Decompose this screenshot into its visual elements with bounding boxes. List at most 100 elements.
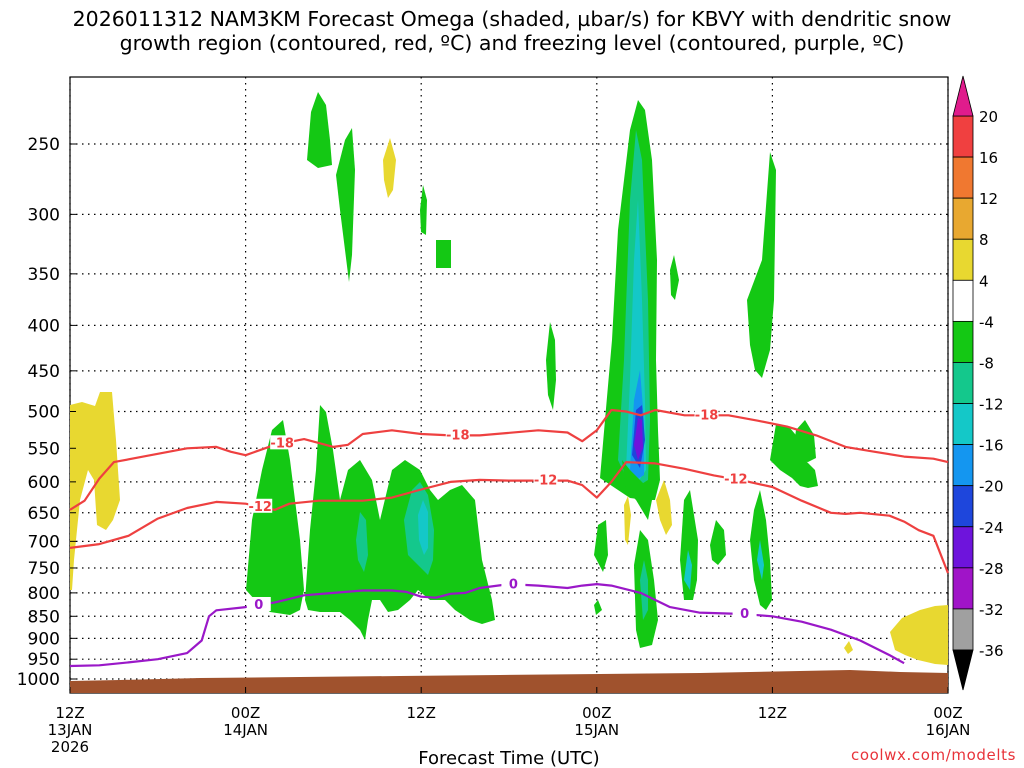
y-tick-label: 400	[28, 316, 60, 336]
y-tick-label: 350	[28, 265, 60, 285]
y-tick-label: 750	[28, 559, 60, 579]
omega-region-yellow	[844, 641, 853, 654]
contour-label-bg	[270, 435, 295, 450]
omega-region-teal	[640, 560, 648, 620]
omega-region-green	[622, 460, 652, 520]
colorbar-bottom-arrow	[952, 649, 974, 691]
omega-region-green	[670, 255, 679, 300]
colorbar-label: -16	[979, 437, 1004, 455]
y-tick-label: 900	[28, 629, 60, 649]
colorbar-label: -28	[979, 560, 1004, 578]
colorbar-label: 12	[979, 190, 998, 208]
contour-label: -12	[248, 500, 272, 515]
colorbar-label: 8	[979, 231, 989, 249]
colorbar-band	[952, 320, 974, 363]
omega-region-green	[436, 240, 451, 268]
x-tick-label: 00Z	[933, 704, 962, 722]
y-tick-label: 600	[28, 473, 60, 493]
colorbar-band	[952, 444, 974, 487]
contour-label-bg	[533, 472, 558, 487]
omega-region-green	[336, 128, 355, 282]
contour-label: 0	[509, 577, 518, 592]
colorbar-band	[952, 279, 974, 322]
chart-title-line2: growth region (contoured, red, ºC) and f…	[119, 31, 905, 55]
y-tick-label: 850	[28, 607, 60, 627]
omega-region-green	[594, 520, 608, 572]
contours: -18 -18 -18 -12 -12 -12 0 0 0	[69, 407, 950, 668]
contour-label-bg	[248, 498, 273, 513]
x-tick-label: 00Z	[582, 704, 611, 722]
colorbar-band	[952, 567, 974, 610]
plot-frame	[69, 76, 949, 694]
colorbar-label: 4	[979, 272, 989, 290]
x-tick-label: 2026	[51, 738, 89, 756]
y-tick-label: 250	[28, 135, 60, 155]
omega-region-green	[594, 600, 602, 615]
y-tick-label: 1000	[17, 670, 60, 690]
terrain	[70, 670, 948, 693]
y-tick-label: 650	[28, 504, 60, 524]
colorbar-label: -4	[979, 313, 994, 331]
colorbar-band	[952, 238, 974, 281]
contour-label-bg	[723, 471, 748, 486]
y-tick-label: 550	[28, 439, 60, 459]
omega-region-yellow	[624, 496, 631, 545]
colorbar-label: -20	[979, 478, 1004, 496]
omega-region-green	[307, 92, 332, 168]
colorbar-label: 20	[979, 108, 998, 126]
colorbar-band	[952, 526, 974, 569]
colorbar-band	[952, 115, 974, 158]
omega-region-yellow	[383, 138, 396, 198]
contour-label-bg	[246, 596, 271, 611]
omega-region-cyan	[684, 550, 692, 590]
colorbar-band	[952, 608, 974, 651]
colorbar-band	[952, 197, 974, 240]
colorbar-label: -32	[979, 601, 1004, 619]
contour-label: -12	[534, 474, 558, 489]
colorbar-label: -12	[979, 396, 1004, 414]
y-tick-label: 500	[28, 403, 60, 423]
colorbar-band	[952, 362, 974, 404]
x-tick-label: 13JAN	[48, 721, 93, 739]
omega-region-green	[680, 490, 698, 600]
colorbar-band	[952, 156, 974, 199]
omega-region-cyan	[757, 540, 764, 580]
contour-label: -18	[695, 408, 719, 423]
contour-label: 0	[740, 607, 749, 622]
omega-region-green	[246, 420, 304, 615]
omega-region-yellow	[890, 605, 948, 665]
chart-title-line1: 2026011312 NAM3KM Forecast Omega (shaded…	[72, 7, 952, 31]
contour-label-bg	[732, 606, 757, 621]
contour-label: -12	[724, 472, 748, 487]
contour-label: -18	[270, 436, 294, 451]
omega-region-green	[420, 185, 427, 235]
colorbar-label: 16	[979, 149, 998, 167]
colorbar-label: -8	[979, 354, 994, 372]
x-tick-label: 12Z	[407, 704, 436, 722]
contour-line	[69, 461, 950, 574]
colorbar-top-arrow	[952, 75, 974, 117]
colorbar: 20 16 12 8 4 -4 -8 -12 -16 -20 -24 -28 -32 -36	[952, 75, 1004, 691]
omega-region-green	[305, 405, 495, 640]
omega-region-yellow	[70, 392, 120, 590]
y-tick-label: 800	[28, 584, 60, 604]
contour-label-bg	[501, 576, 526, 591]
x-tick-label: 00Z	[231, 704, 260, 722]
colorbar-band	[952, 403, 974, 446]
colorbar-label: -36	[979, 642, 1004, 660]
contour-line	[69, 408, 949, 511]
contour-label: 0	[254, 598, 263, 613]
y-tick-label: 950	[28, 650, 60, 670]
y-tick-label: 450	[28, 362, 60, 382]
contour-label-bg	[445, 427, 470, 442]
x-tick-label: 12Z	[55, 704, 84, 722]
source-credit: coolwx.com/modelts	[851, 746, 1016, 764]
x-tick-label: 12Z	[758, 704, 787, 722]
y-tick-label: 300	[28, 205, 60, 225]
colorbar-band	[952, 485, 974, 528]
x-axis-label: Forecast Time (UTC)	[418, 748, 599, 768]
contour-label-bg	[694, 407, 719, 422]
x-tick-label: 16JAN	[926, 721, 971, 739]
axes: 2503003504004505005506006507007508008509…	[17, 135, 971, 768]
